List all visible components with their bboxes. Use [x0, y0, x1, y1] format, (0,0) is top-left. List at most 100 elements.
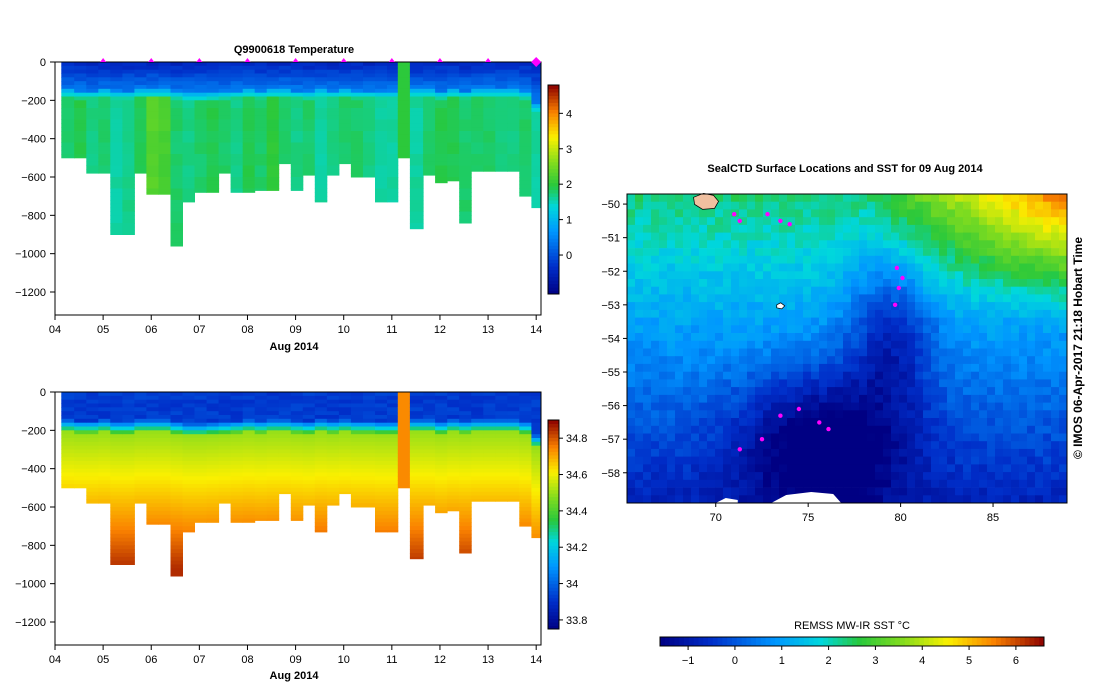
data-cell: [471, 499, 484, 502]
data-cell: [459, 96, 472, 101]
sst-cell: [939, 402, 948, 411]
colorbar-cell: [548, 590, 559, 595]
data-cell: [194, 161, 207, 166]
sst-cell: [995, 302, 1004, 311]
data-cell: [278, 142, 292, 147]
data-cell: [302, 403, 316, 408]
sst-cell: [899, 302, 908, 311]
sst-cell: [659, 410, 668, 419]
sst-cell: [659, 302, 668, 311]
data-cell: [290, 177, 304, 182]
sst-cell: [755, 248, 764, 257]
data-cell: [206, 403, 220, 408]
sst-cell: [787, 279, 796, 288]
data-cell: [290, 146, 304, 151]
data-cell: [314, 96, 328, 101]
sst-cell: [867, 317, 876, 326]
data-cell: [230, 472, 244, 477]
data-cell: [350, 131, 364, 136]
sst-cell: [931, 317, 940, 326]
sst-cell: [843, 294, 852, 303]
data-cell: [194, 434, 207, 439]
data-cell: [110, 69, 123, 74]
profile-column: [350, 62, 364, 178]
data-cell: [326, 150, 340, 155]
data-cell: [435, 499, 448, 504]
data-cell: [302, 77, 316, 82]
data-cell: [375, 196, 388, 201]
data-cell: [531, 495, 541, 500]
data-cell: [134, 434, 147, 439]
data-cell: [338, 119, 352, 124]
data-cell: [483, 165, 496, 170]
sst-cell: [1043, 348, 1052, 357]
data-cell: [230, 453, 244, 458]
sst-cell: [739, 271, 748, 280]
data-cell: [266, 92, 280, 97]
data-cell: [170, 453, 183, 458]
data-cell: [110, 441, 123, 447]
colorbar-cell: [548, 552, 559, 557]
data-cell: [459, 65, 472, 71]
data-cell: [122, 134, 135, 140]
sst-cell: [963, 194, 972, 203]
sst-cell: [899, 394, 908, 403]
data-cell: [242, 115, 256, 120]
sst-cell: [843, 371, 852, 380]
data-cell: [435, 77, 448, 82]
data-cell: [182, 169, 195, 174]
data-cell: [302, 472, 316, 477]
data-cell: [409, 472, 424, 477]
data-cell: [86, 472, 99, 477]
sst-cell: [1051, 433, 1060, 442]
data-cell: [459, 399, 472, 404]
data-cell: [387, 146, 399, 151]
data-cell: [387, 395, 399, 401]
profile-column: [409, 392, 424, 560]
sst-cell: [907, 294, 916, 303]
y-tick-label: −400: [21, 134, 46, 146]
sst-cell: [1019, 371, 1028, 380]
sst-cell: [635, 201, 644, 210]
sst-cell: [987, 425, 996, 434]
data-cell: [495, 430, 508, 435]
data-cell: [182, 161, 195, 166]
sst-cell: [923, 255, 932, 264]
sst-cell: [795, 472, 804, 481]
sst-cell: [971, 309, 980, 318]
sst-cell: [787, 317, 796, 326]
sst-cell: [899, 240, 908, 249]
sst-cell: [947, 433, 956, 442]
sst-cell: [771, 348, 780, 357]
data-cell: [471, 484, 484, 489]
data-cell: [146, 461, 159, 466]
sst-cell: [995, 201, 1004, 210]
data-cell: [182, 510, 195, 516]
data-cell: [397, 453, 411, 458]
data-cell: [387, 142, 399, 147]
sst-cell: [971, 248, 980, 257]
sst-cell: [787, 217, 796, 226]
data-cell: [375, 468, 388, 473]
sst-cell: [659, 456, 668, 465]
data-cell: [350, 487, 364, 493]
sst-cell: [1019, 194, 1028, 203]
sst-cell: [1051, 464, 1060, 473]
sst-cell: [763, 302, 772, 311]
sst-cell: [1003, 340, 1012, 349]
sst-cell: [651, 232, 660, 241]
sst-cell: [979, 379, 988, 388]
data-cell: [519, 119, 532, 124]
colorbar-cell: [548, 280, 559, 285]
sst-cell: [1051, 456, 1060, 465]
sst-cell: [1019, 317, 1028, 326]
sst-cell: [875, 309, 884, 318]
data-cell: [314, 395, 328, 401]
data-cell: [387, 77, 399, 82]
sst-cell: [931, 472, 940, 481]
data-cell: [170, 192, 183, 197]
data-cell: [531, 503, 541, 508]
sst-cell: [1003, 255, 1012, 264]
data-cell: [507, 169, 520, 172]
data-cell: [290, 81, 304, 86]
